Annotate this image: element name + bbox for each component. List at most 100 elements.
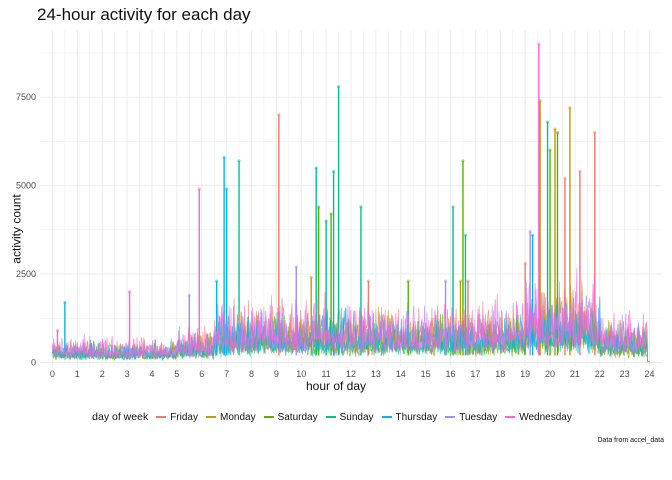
peak-point (553, 127, 557, 131)
peak-point (406, 279, 410, 283)
peak-point (555, 130, 560, 135)
peak-point (277, 113, 281, 117)
x-tick-label: 8 (249, 369, 254, 379)
peak-point (215, 279, 219, 283)
peak-point (458, 279, 463, 283)
peak-point (451, 205, 455, 209)
legend-item-tuesday: Tuesday (445, 412, 497, 423)
x-tick-label: 2 (100, 369, 105, 379)
peak-point (593, 130, 597, 135)
legend-label: Sunday (339, 411, 374, 423)
y-axis-ticks: 0 2500 5000 7500 (16, 92, 36, 367)
peak-point (63, 300, 67, 304)
x-tick-label: 20 (545, 369, 555, 379)
peak-point (55, 329, 60, 333)
legend-key (325, 416, 336, 418)
legend-label: Thursday (395, 411, 438, 423)
x-axis-title: hour of day (305, 379, 367, 393)
x-tick-label: 14 (396, 369, 406, 379)
x-tick-label: 19 (520, 369, 530, 379)
y-tick-label: 0 (31, 357, 36, 367)
x-tick-label: 15 (421, 369, 431, 379)
x-tick-label: 0 (50, 369, 55, 379)
x-tick-label: 13 (371, 369, 381, 379)
peak-point (563, 176, 567, 181)
x-axis-ticks: 0 1 2 3 4 5 6 7 8 9 10 11 12 13 14 15 16 17 18 19 20 21 22 23 24 (50, 369, 655, 379)
peak-point (197, 187, 201, 191)
x-tick-label: 11 (321, 369, 330, 379)
peak-point (359, 205, 363, 209)
peak-point (443, 279, 448, 283)
legend-item-friday: Friday (156, 412, 198, 423)
legend-label: Saturday (277, 411, 318, 423)
peak-point (578, 169, 582, 174)
legend-label: Tuesday (459, 411, 498, 423)
series-layer (52, 42, 650, 362)
peak-point (537, 42, 541, 46)
legend-title: day of week (92, 411, 149, 423)
peak-point (366, 279, 371, 283)
series-line (52, 281, 650, 362)
peak-point (317, 205, 321, 209)
peak-point (528, 230, 532, 234)
legend-item-sunday: Sunday (325, 411, 374, 423)
x-tick-label: 17 (470, 369, 480, 379)
peak-point (331, 169, 336, 174)
peak-point (324, 219, 328, 223)
peak-point (309, 275, 313, 280)
peak-point (545, 120, 550, 124)
peak-point (127, 290, 132, 294)
legend-label: Friday (170, 411, 198, 423)
y-tick-label: 2500 (16, 269, 36, 279)
chart-title: 24-hour activity for each day (37, 5, 251, 24)
series-wednesday (52, 42, 650, 362)
x-tick-label: 4 (149, 369, 154, 379)
peak-point (225, 187, 229, 191)
x-tick-label: 9 (274, 369, 279, 379)
x-tick-label: 16 (446, 369, 456, 379)
peak-point (329, 212, 333, 216)
legend-label: Wednesday (519, 411, 572, 423)
legend-key (505, 416, 516, 418)
caption: Data from accel_data (597, 437, 664, 444)
x-tick-label: 3 (125, 369, 130, 379)
legend-key (381, 416, 392, 418)
legend-item-saturday: Saturday (263, 411, 318, 423)
legend-item-thursday: Thursday (381, 411, 438, 423)
legend-key (445, 416, 456, 418)
peak-point (568, 106, 572, 110)
x-tick-label: 22 (595, 369, 605, 379)
x-tick-label: 12 (346, 369, 356, 379)
legend-key (263, 416, 274, 418)
peak-point (237, 159, 241, 163)
y-tick-label: 7500 (16, 92, 36, 102)
x-tick-label: 10 (296, 369, 306, 379)
x-tick-label: 18 (495, 369, 505, 379)
y-axis-title: activity count (9, 194, 24, 264)
legend-items: Friday Monday Saturday Sunday Thursday Tuesda… (156, 412, 580, 423)
peak-point (466, 279, 470, 283)
peak-point (222, 155, 226, 159)
peak-point (314, 166, 318, 170)
y-tick-label: 5000 (16, 181, 36, 191)
legend-key (156, 416, 167, 418)
x-tick-label: 23 (620, 369, 630, 379)
legend: day of week Friday Monday Saturday Sunday Th… (0, 411, 672, 423)
peak-point (294, 265, 298, 269)
peak-point (336, 84, 341, 89)
peak-point (187, 293, 191, 297)
legend-key (206, 416, 216, 418)
x-tick-label: 21 (570, 369, 580, 379)
peak-point (548, 148, 552, 152)
x-tick-label: 5 (174, 369, 179, 379)
legend-item-wednesday: Wednesday (505, 412, 572, 423)
x-tick-label: 7 (224, 369, 229, 379)
peak-point (523, 261, 527, 266)
peak-point (463, 233, 468, 237)
legend-label: Monday (220, 411, 256, 423)
series-line (52, 260, 650, 362)
peak-point (531, 233, 535, 237)
x-tick-label: 24 (645, 369, 655, 379)
